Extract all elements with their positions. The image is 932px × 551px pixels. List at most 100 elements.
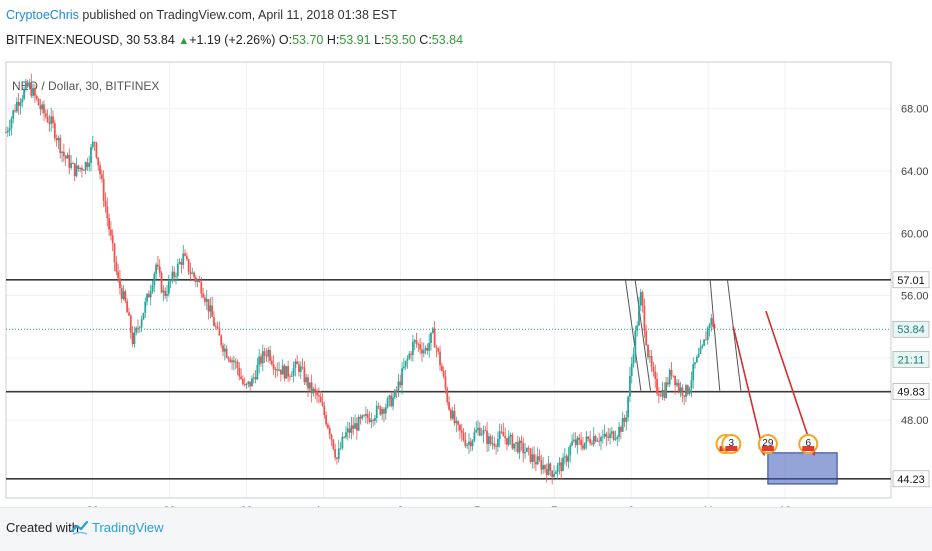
candle-body (460, 430, 463, 433)
candle-body (433, 328, 436, 348)
candle-body (413, 340, 416, 342)
published-text: published on TradingView.com, April 11, … (82, 8, 397, 22)
arrow-line (765, 310, 815, 455)
author-link[interactable]: CryptoeChris (6, 8, 79, 22)
candle-body (667, 382, 669, 385)
candle-body (278, 369, 280, 371)
candle-body (138, 327, 141, 329)
candle-body (305, 377, 308, 383)
candle-body (576, 437, 579, 446)
high-value: 53.91 (339, 33, 371, 47)
candle-body (137, 327, 139, 329)
candle-body (580, 439, 582, 446)
candle-body (86, 162, 89, 167)
candle-body (609, 433, 611, 438)
candle-body (547, 463, 550, 475)
candle-body (301, 366, 304, 368)
candle-body (167, 281, 170, 294)
candle-body (397, 381, 400, 391)
candle-body (14, 110, 16, 112)
candle-body (627, 396, 630, 418)
candle-body (553, 474, 555, 477)
candle-body (34, 88, 36, 96)
candle-body (446, 388, 449, 403)
candle-body (630, 363, 633, 376)
candle-body (569, 445, 572, 456)
candle-body (375, 405, 378, 418)
candle-body (131, 332, 134, 345)
candle-body (616, 436, 619, 439)
candle-body (538, 456, 541, 460)
candle-body (308, 382, 311, 389)
candle-body (323, 405, 326, 416)
candle-body (191, 272, 194, 274)
candle-body (285, 366, 288, 379)
candle-body (314, 388, 317, 392)
candle-body (185, 255, 188, 259)
candle-body (471, 440, 474, 447)
candle-body (368, 417, 371, 422)
candle-body (106, 206, 109, 218)
candle-body (542, 465, 545, 470)
candle-body (213, 316, 215, 327)
candle-body (90, 147, 92, 163)
candle-body (218, 328, 221, 336)
candle-body (518, 440, 521, 453)
candle-body (162, 290, 165, 293)
candle-body (525, 447, 528, 453)
candle-body (223, 348, 226, 352)
trend-line (709, 279, 721, 391)
candle-body (710, 318, 713, 325)
candle-body (424, 348, 427, 351)
candle-body (303, 367, 306, 383)
candle-body (645, 330, 648, 346)
event-count: 3 (729, 438, 735, 449)
x-tick-label: 9 (628, 505, 634, 507)
open-label: O: (278, 33, 293, 47)
candle-body (19, 102, 22, 106)
candle-body (448, 402, 450, 410)
change-text: +1.19 (+2.26%) (189, 33, 276, 47)
tradingview-brand[interactable]: TradingView (92, 520, 164, 535)
candle-body (453, 410, 456, 424)
candle-body (178, 261, 181, 264)
candle-body (24, 82, 27, 90)
candle-body (439, 351, 441, 366)
high-label: H: (326, 33, 340, 47)
candle-body (388, 395, 391, 399)
candle-body (325, 415, 328, 425)
candle-body (567, 455, 570, 462)
open-value: 53.70 (292, 33, 324, 47)
candle-body (554, 472, 557, 475)
candle-body (511, 434, 514, 449)
candle-body (699, 347, 702, 355)
candle-body (493, 443, 496, 447)
candle-body (82, 170, 85, 172)
candle-body (393, 390, 396, 398)
candle-body (668, 370, 671, 385)
candle-body (57, 137, 60, 141)
candle-body (270, 360, 273, 365)
candle-body (377, 405, 380, 407)
candle-body (370, 420, 373, 422)
candle-body (310, 382, 313, 394)
candle-body (392, 397, 394, 407)
candle-body (151, 285, 154, 292)
candle-body (88, 162, 91, 167)
candle-body (506, 438, 508, 445)
candle-body (426, 348, 429, 351)
candle-body (641, 292, 644, 306)
candle-body (486, 430, 488, 444)
candle-body (661, 389, 664, 397)
candle-body (692, 364, 695, 381)
candle-body (406, 358, 409, 361)
candle-body (500, 431, 503, 433)
price-chart[interactable]: NEO / Dollar, 30, BITFINEX 5 3 29 6 48.00 56… (0, 0, 932, 507)
price-tag-text: 49.83 (897, 387, 925, 399)
candle-body (12, 110, 15, 119)
candle-body (214, 326, 217, 328)
candle-body (457, 421, 460, 425)
tradingview-logo-icon[interactable] (70, 519, 90, 542)
candle-body (648, 356, 651, 358)
candle-body (184, 253, 186, 256)
